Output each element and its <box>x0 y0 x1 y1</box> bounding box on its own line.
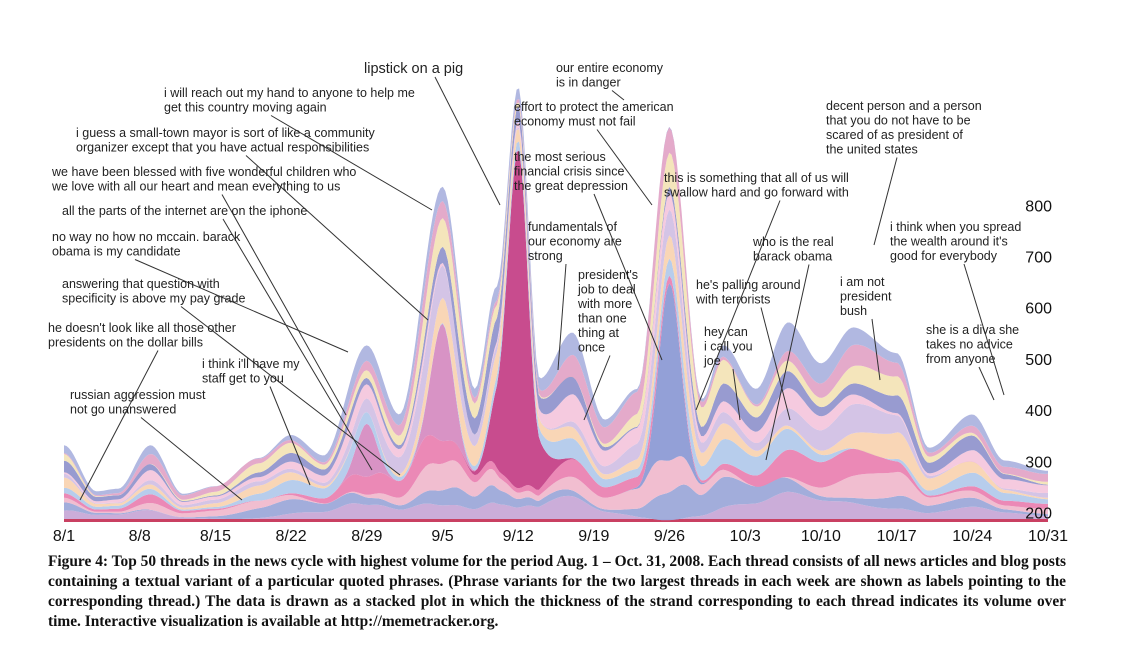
x-tick-label: 10/17 <box>877 528 917 545</box>
annotation-label: we have been blessed with five wonderful… <box>51 165 356 194</box>
y-tick-label: 500 <box>1025 352 1052 369</box>
annotation-leader-line <box>221 194 347 416</box>
annotation-leader-line <box>140 417 243 501</box>
annotation-label: russian aggression must not go unanswered <box>70 388 206 417</box>
annotation-leader-line <box>963 263 1005 396</box>
thread-band <box>64 491 1048 521</box>
annotation-leader-line <box>765 264 810 461</box>
annotation-leader-line <box>611 90 625 101</box>
annotation-label: president's job to deal with more than one t… <box>577 268 638 355</box>
annotation-label: answering that question with specificity … <box>62 277 245 306</box>
annotation-leader-line <box>245 155 429 321</box>
annotation-label: all the parts of the internet are on the… <box>62 204 307 218</box>
annotation-leader-line <box>760 307 791 421</box>
x-tick-label: 8/1 <box>53 528 75 545</box>
annotation-leader-line <box>596 129 653 206</box>
y-tick-label: 600 <box>1025 301 1052 318</box>
annotation-leader-line <box>873 157 898 246</box>
thread-band <box>64 122 1048 506</box>
thread-band <box>64 519 1048 522</box>
thread-bands <box>64 88 1048 522</box>
x-tick-label: 10/10 <box>801 528 841 545</box>
annotation-label: she is a diva she takes no advice from any… <box>926 323 1019 366</box>
annotation-label: no way no how no mccain. barack obama is … <box>52 230 241 259</box>
annotation-leader-line <box>79 350 159 501</box>
x-tick-label: 9/5 <box>431 528 453 545</box>
annotation-leaders <box>79 76 1005 501</box>
x-tick-label: 9/19 <box>578 528 609 545</box>
x-tick-label: 8/8 <box>129 528 151 545</box>
x-tick-label: 9/12 <box>503 528 534 545</box>
x-tick-label: 8/29 <box>351 528 382 545</box>
figure-caption: Figure 4: Top 50 threads in the news cyc… <box>48 553 1066 630</box>
x-axis-ticks: 8/1 8/8 8/15 8/22 8/29 9/5 9/12 9/19 9/26 10/3 10/… <box>53 528 1068 545</box>
x-tick-label: 8/15 <box>200 528 231 545</box>
annotation-leader-line <box>593 193 663 361</box>
annotation-label: he doesn't look like all those other pres… <box>48 321 236 350</box>
annotation-label: the most serious financial crisis since th… <box>514 150 628 193</box>
annotation-label: this is something that all of us will swa… <box>664 171 849 200</box>
annotation-label: lipstick on a pig <box>364 61 463 77</box>
annotation-label: i think when you spread the wealth around… <box>890 220 1021 263</box>
x-tick-label: 10/24 <box>952 528 992 545</box>
annotation-leader-line <box>732 368 741 421</box>
thread-band <box>64 476 1048 521</box>
y-tick-label: 700 <box>1025 250 1052 267</box>
annotation-leader-line <box>270 115 433 211</box>
annotation-label: i think i'll have my staff get to you <box>202 357 300 386</box>
annotation-label: who is the real barack obama <box>752 235 834 264</box>
y-axis-ticks: 200 300 400 500 600 700 800 <box>1025 198 1052 522</box>
y-tick-label: 300 <box>1025 454 1052 471</box>
thread-band <box>64 456 1048 518</box>
annotation-leader-line <box>222 218 373 471</box>
annotation-leader-line <box>180 306 401 476</box>
annotation-label: fundamentals of our economy are strong <box>528 220 622 263</box>
thread-band <box>64 106 1048 502</box>
x-tick-label: 10/3 <box>730 528 761 545</box>
y-tick-label: 200 <box>1025 506 1052 523</box>
annotation-leader-line <box>978 366 995 401</box>
thread-band <box>64 128 1048 510</box>
annotation-label: effort to protect the american economy mu… <box>514 100 674 129</box>
annotation-labels: lipstick on a pig our entire economy is in… <box>48 61 1021 417</box>
annotation-label: he's palling around with terrorists <box>695 278 801 307</box>
annotation-leader-line <box>695 200 781 411</box>
annotation-leader-line <box>871 318 881 381</box>
annotation-label: i guess a small-town mayor is sort of li… <box>76 126 375 155</box>
annotation-leader-line <box>583 355 611 421</box>
annotation-leader-line <box>557 263 567 371</box>
y-tick-label: 800 <box>1025 198 1052 215</box>
annotation-label: hey can i call you joe <box>703 325 753 368</box>
annotation-label: our entire economy is in danger <box>556 61 664 90</box>
annotation-label: decent person and a person that you do no… <box>826 99 982 157</box>
stacked-thread-chart: lipstick on a pig our entire economy is in… <box>48 61 1068 545</box>
annotation-label: i am not president bush <box>840 275 892 318</box>
annotation-leader-line <box>134 259 349 353</box>
x-tick-label: 9/26 <box>654 528 685 545</box>
x-tick-label: 10/31 <box>1028 528 1068 545</box>
y-tick-label: 400 <box>1025 403 1052 420</box>
annotation-leader-line <box>434 76 501 206</box>
x-tick-label: 8/22 <box>276 528 307 545</box>
annotation-leader-line <box>269 386 311 486</box>
annotation-label: i will reach out my hand to anyone to he… <box>164 86 415 115</box>
